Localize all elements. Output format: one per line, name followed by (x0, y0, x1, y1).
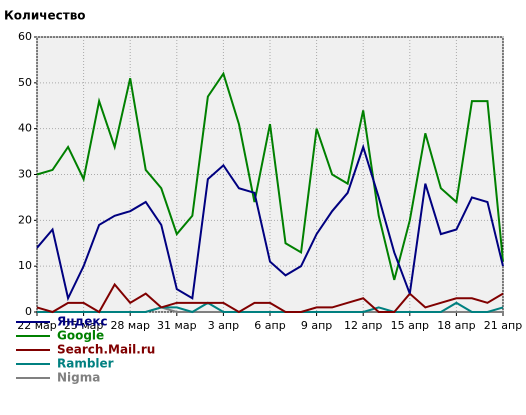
y-tick-label: 50 (18, 76, 32, 89)
x-tick-label: 21 апр (484, 319, 522, 332)
legend-label: Nigma (57, 371, 100, 385)
x-tick-label: 6 апр (254, 319, 285, 332)
y-tick-label: 10 (18, 259, 32, 272)
series-line (36, 143, 504, 302)
legend-label: Search.Mail.ru (57, 343, 155, 357)
series-line (36, 71, 504, 281)
chart-title: Количество (4, 9, 86, 23)
x-tick-label: 22 мар (17, 319, 57, 332)
series-line (37, 301, 504, 314)
x-tick-label: 31 мар (157, 319, 197, 332)
x-tick-label: 9 апр (301, 319, 332, 332)
legend-label: Google (57, 329, 104, 343)
y-tick-label: 20 (18, 213, 32, 226)
legend-label: Яндекс (57, 315, 108, 329)
y-tick-label: 60 (18, 30, 32, 43)
y-tick-label: 30 (18, 168, 32, 181)
legend-label: Rambler (57, 357, 114, 371)
x-tick-label: 3 апр (208, 319, 239, 332)
series-line (36, 282, 504, 314)
x-tick-label: 25 мар (64, 319, 104, 332)
x-tick-label: 15 апр (391, 319, 429, 332)
y-tick-label: 40 (18, 122, 32, 135)
x-tick-label: 12 апр (344, 319, 382, 332)
x-tick-label: 18 апр (437, 319, 475, 332)
x-tick-label: 28 мар (110, 319, 150, 332)
y-tick-label: 0 (25, 305, 32, 318)
